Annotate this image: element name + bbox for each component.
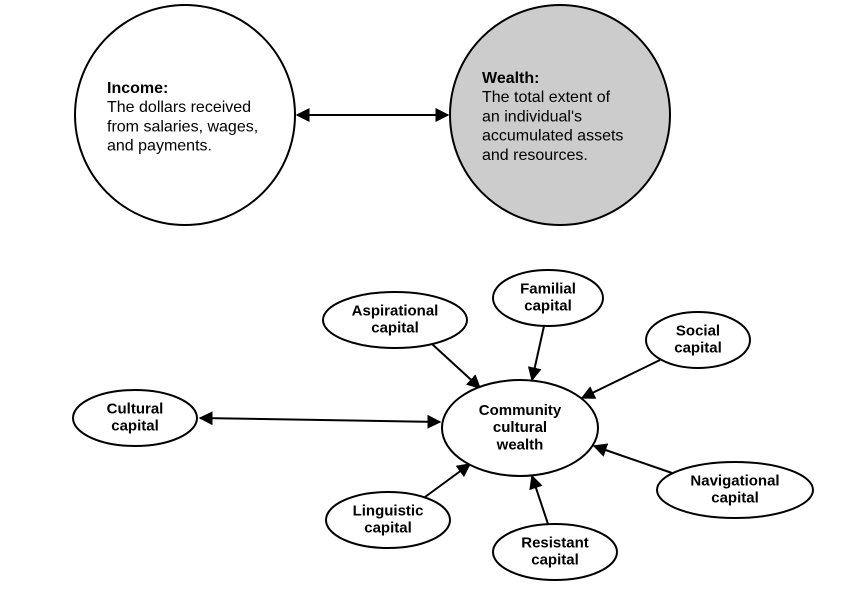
navigational-arrow <box>594 446 672 473</box>
social-arrow <box>582 360 660 398</box>
cultural-center-arrow <box>200 418 440 422</box>
social-label: Socialcapital <box>674 322 722 356</box>
cultural-label: Culturalcapital <box>107 400 164 434</box>
resistant-arrow <box>532 476 548 524</box>
familial-arrow <box>532 326 544 380</box>
aspirational-arrow <box>432 344 480 388</box>
resistant-label: Resistantcapital <box>521 534 589 568</box>
linguistic-arrow <box>425 464 470 497</box>
familial-label: Familialcapital <box>520 280 576 314</box>
